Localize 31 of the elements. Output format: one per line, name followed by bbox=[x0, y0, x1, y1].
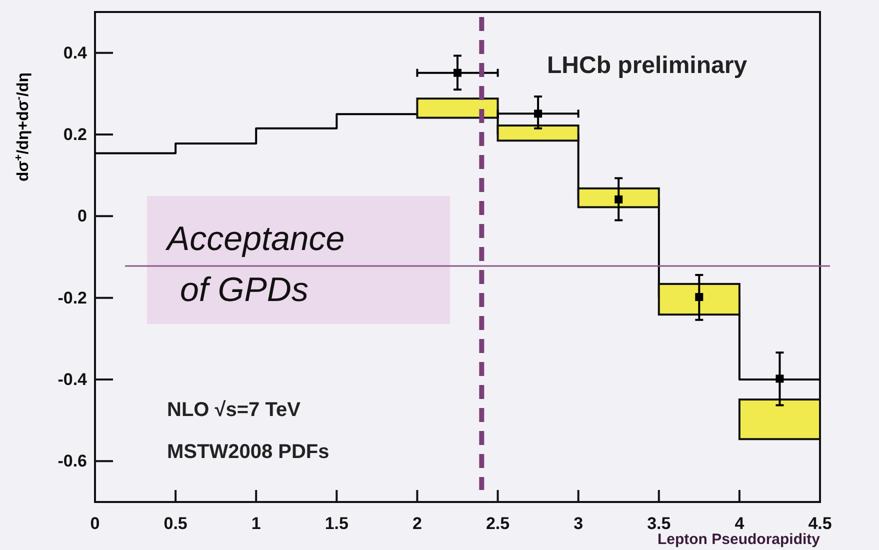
point bbox=[534, 110, 542, 118]
annotation: LHCb preliminary bbox=[547, 52, 748, 79]
x-tick-label: 3.5 bbox=[647, 514, 671, 534]
annotation: Acceptance of GPDs bbox=[165, 220, 345, 309]
annotation: NLO √s=7 TeV bbox=[167, 399, 302, 421]
bar bbox=[496, 124, 580, 142]
y-tick-label: -0.4 bbox=[58, 370, 88, 389]
y-tick-label: 0 bbox=[78, 206, 87, 226]
x-tick-label: 0.5 bbox=[164, 514, 188, 534]
y-tick-label: 0.2 bbox=[63, 124, 87, 144]
x-tick-label: 2 bbox=[412, 514, 422, 534]
note-box: Acceptance of GPDs bbox=[147, 196, 450, 324]
annotation: MSTW2008 PDFs bbox=[167, 441, 330, 463]
y-tick-label: -0.6 bbox=[58, 452, 87, 471]
x-tick-label: 1.5 bbox=[324, 514, 348, 534]
point bbox=[695, 293, 704, 302]
y-tick-label: -0.2 bbox=[58, 288, 87, 308]
x-tick-label: 4.5 bbox=[808, 514, 832, 534]
x-axis-title: Lepton Pseudorapidity bbox=[657, 531, 821, 548]
y-tick-label: 0.4 bbox=[63, 43, 88, 62]
bar bbox=[658, 282, 740, 316]
point bbox=[776, 374, 784, 383]
x-tick-label: 0 bbox=[90, 514, 100, 534]
point bbox=[614, 195, 623, 204]
point bbox=[454, 68, 462, 77]
bar bbox=[416, 98, 499, 119]
x-tick-label: 3 bbox=[574, 514, 584, 534]
bar bbox=[577, 187, 660, 208]
x-tick-label: 2.5 bbox=[486, 514, 510, 534]
x-tick-label: 4 bbox=[734, 514, 745, 534]
x-tick-label: 1 bbox=[251, 514, 261, 534]
